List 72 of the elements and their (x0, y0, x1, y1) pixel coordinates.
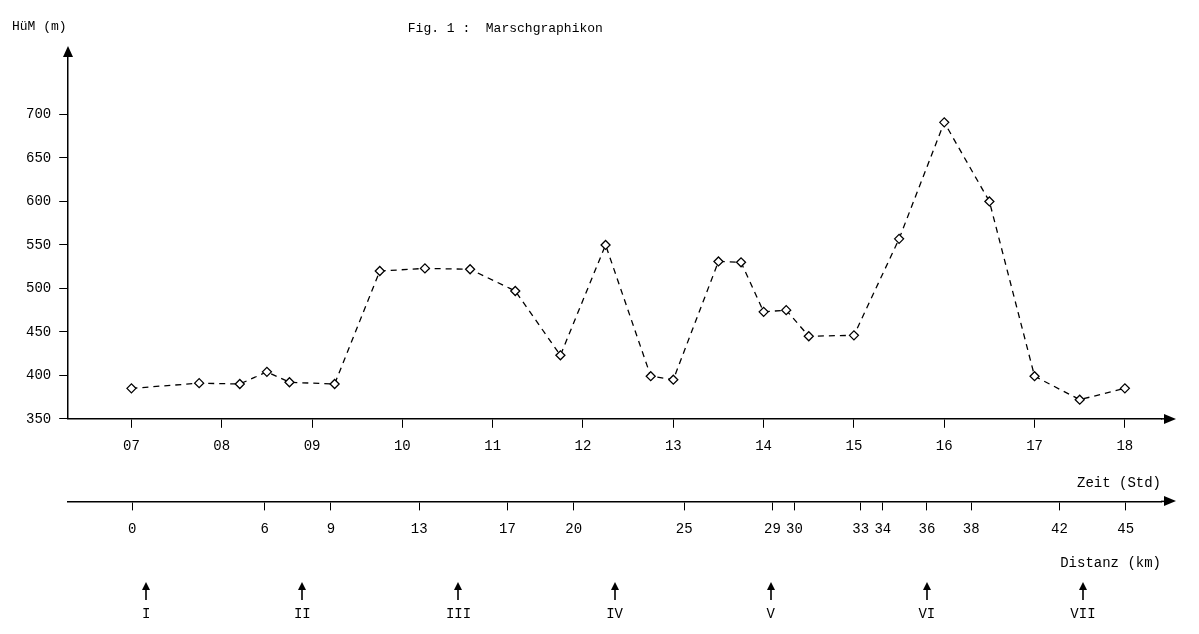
point (234, 378, 245, 390)
point (713, 256, 724, 267)
point (374, 265, 385, 277)
x2-tick-label: 42 (1051, 520, 1068, 537)
point (984, 196, 995, 207)
text: II (293, 606, 311, 622)
point (329, 378, 340, 390)
x-tick-label: 12 (574, 437, 592, 454)
x-tick-label: 13 (664, 437, 682, 454)
point (758, 306, 769, 318)
text: I (142, 606, 151, 622)
x2-tick-label: 6 (260, 520, 269, 537)
x-tick-label: 10 (393, 437, 411, 454)
point (939, 117, 950, 128)
point (1074, 394, 1085, 405)
point (261, 366, 273, 377)
x2-tick-label: 20 (565, 520, 583, 537)
point (781, 304, 792, 316)
x2-axis-title: Distanz (km) (1060, 555, 1161, 572)
x-tick-label: 08 (213, 437, 231, 454)
x-tick-label: 09 (303, 437, 321, 454)
x2-tick-label: 36 (918, 520, 936, 537)
point (668, 374, 679, 385)
y-tick-label: 400 (25, 367, 52, 384)
text: VI (918, 606, 936, 622)
point (600, 239, 611, 251)
x2-tick-label: 29 (764, 520, 781, 537)
x-tick-label: 11 (484, 437, 502, 454)
point (1029, 371, 1040, 382)
point (194, 378, 205, 389)
x-tick-label: 07 (123, 437, 140, 454)
x2-tick-label: 0 (128, 520, 137, 537)
x-tick-label: 16 (935, 437, 953, 454)
point (555, 350, 566, 361)
x-tick-label: 15 (845, 437, 863, 454)
x2-tick-label: 17 (499, 520, 516, 537)
point (464, 264, 476, 275)
y-tick-label: 500 (25, 280, 52, 297)
point (735, 257, 747, 268)
x-tick-label: 17 (1026, 437, 1043, 454)
point (284, 377, 295, 388)
y-tick-label: 350 (25, 410, 52, 427)
chart-title: Fig. 1 : Marschgraphikon (407, 21, 603, 36)
point (510, 285, 521, 297)
x2-tick-label: 9 (326, 520, 336, 537)
point (848, 330, 860, 341)
x2-tick-label: 38 (962, 520, 980, 537)
x-tick-label: 18 (1116, 437, 1134, 454)
x2-tick-label: 45 (1117, 520, 1135, 537)
text: V (766, 606, 776, 622)
point (1119, 383, 1131, 394)
point (645, 371, 656, 382)
x-tick-label: 14 (755, 437, 773, 454)
y-tick-label: 700 (25, 106, 52, 123)
y-axis-title: HüM (m) (12, 19, 67, 34)
text: IV (606, 606, 624, 622)
x-axis-title: Zeit (Std) (1076, 474, 1161, 491)
y-tick-label: 650 (25, 149, 52, 166)
text: VII (1070, 606, 1096, 622)
y-tick-label: 450 (25, 323, 52, 340)
x2-tick-label: 13 (410, 520, 428, 537)
y-tick-label: 600 (25, 193, 52, 210)
x2-tick-label: 25 (675, 520, 693, 537)
point (419, 263, 431, 274)
point (893, 233, 905, 244)
x2-tick-label: 30 (786, 520, 803, 537)
x2-tick-label: 33 (852, 520, 870, 537)
point (803, 331, 814, 342)
text: III (445, 606, 472, 622)
y-tick-label: 550 (25, 236, 52, 253)
point (126, 383, 137, 394)
x2-tick-label: 34 (874, 520, 892, 537)
